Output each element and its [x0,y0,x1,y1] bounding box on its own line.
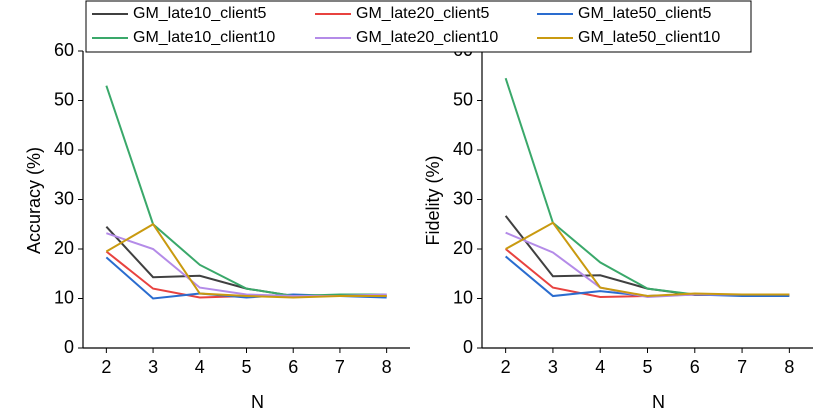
x-tick-label: 3 [548,357,558,377]
series-line [105,222,387,299]
series-line [105,85,387,298]
y-tick-label: 50 [54,89,74,109]
x-axis-label: N [251,392,264,412]
y-tick-label: 10 [54,287,74,307]
y-tick-label: 30 [54,188,74,208]
legend-label: GM_late10_client10 [133,29,275,46]
x-axis-label: N [652,392,665,412]
legend-label: GM_late50_client10 [578,29,720,46]
y-tick-label: 60 [54,40,74,60]
x-tick-label: 8 [784,357,794,377]
series-line [504,77,790,296]
x-tick-label: 2 [501,357,511,377]
legend-label: GM_late50_client5 [578,5,712,22]
series-line [505,255,790,298]
y-tick-label: 20 [54,238,74,258]
legend: GM_late10_client5 GM_late20_client5 GM_lat… [85,0,752,53]
series-line [505,231,790,299]
x-tick-label: 4 [595,357,605,377]
legend-label: GM_late10_client5 [133,5,267,22]
series-line [105,250,387,299]
x-tick-label: 5 [642,357,652,377]
y-tick-label: 0 [463,337,473,357]
y-axis-label: Accuracy (%) [24,147,44,254]
legend-label: GM_late20_client5 [356,5,490,22]
legend-box [85,0,752,53]
series-line [505,221,790,298]
x-tick-label: 8 [382,357,392,377]
y-tick-label: 20 [453,238,473,258]
y-tick-label: 10 [453,287,473,307]
series-line [105,256,387,300]
series-line [106,232,387,298]
series-line [505,248,790,299]
y-axis-label: Fidelity (%) [423,155,443,245]
y-tick-label: 40 [453,139,473,159]
y-tick-label: 50 [453,89,473,109]
x-tick-label: 4 [195,357,205,377]
x-tick-label: 7 [335,357,345,377]
x-tick-label: 5 [241,357,251,377]
x-tick-label: 6 [690,357,700,377]
y-tick-label: 30 [453,188,473,208]
y-tick-label: 0 [64,337,74,357]
x-tick-label: 3 [148,357,158,377]
legend-label: GM_late20_client10 [356,29,498,46]
x-tick-label: 2 [101,357,111,377]
x-tick-label: 7 [737,357,747,377]
x-tick-label: 6 [288,357,298,377]
y-tick-label: 40 [54,139,74,159]
